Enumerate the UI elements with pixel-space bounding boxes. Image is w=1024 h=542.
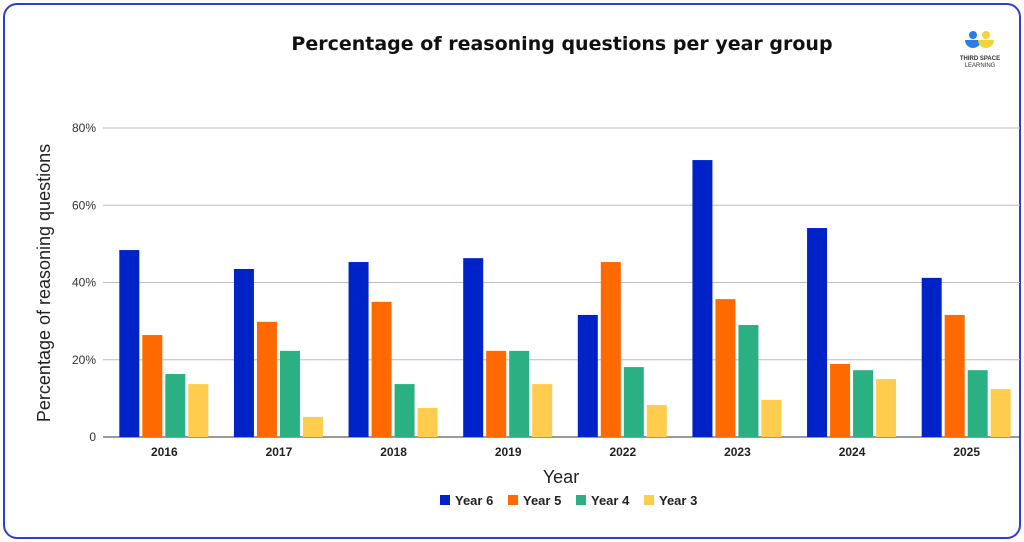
- bar-year-6-2017: [233, 268, 254, 437]
- bar-year-6-2025: [921, 277, 942, 437]
- legend-label: Year 3: [659, 493, 697, 508]
- legend-swatch: [440, 495, 450, 505]
- legend-swatch: [508, 495, 518, 505]
- logo-shape-yellow: [978, 40, 994, 48]
- bar-year-6-2019: [463, 258, 484, 437]
- logo: THIRD SPACE LEARNING: [960, 31, 1000, 69]
- bar-year-5-2016: [142, 335, 163, 437]
- logo-text-2: LEARNING: [965, 63, 996, 69]
- y-tick-label: 60%: [72, 198, 96, 212]
- x-axis-label: Year: [543, 467, 579, 487]
- chart-frame: [3, 3, 1021, 539]
- bar-year-5-2017: [256, 321, 277, 437]
- chart-title: Percentage of reasoning questions per ye…: [291, 33, 832, 55]
- bar-year-3-2022: [646, 404, 667, 437]
- bar-year-3-2016: [188, 384, 209, 437]
- bar-year-4-2016: [165, 374, 186, 437]
- y-axis-label: Percentage of reasoning questions: [34, 144, 54, 422]
- bar-year-5-2023: [715, 299, 736, 437]
- x-tick-label: 2023: [724, 445, 751, 459]
- y-tick-label: 40%: [72, 276, 96, 290]
- legend-swatch: [644, 495, 654, 505]
- bar-year-4-2022: [623, 367, 644, 437]
- y-tick-label: 20%: [72, 353, 96, 367]
- legend-label: Year 6: [455, 493, 493, 508]
- bar-year-5-2018: [371, 301, 392, 437]
- bar-year-6-2018: [348, 262, 369, 437]
- legend-label: Year 5: [523, 493, 561, 508]
- bar-year-6-2024: [807, 228, 828, 437]
- bar-year-6-2022: [577, 314, 598, 437]
- y-tick-label: 80%: [72, 121, 96, 135]
- logo-text-1: THIRD SPACE: [960, 56, 1000, 62]
- bar-year-5-2022: [600, 262, 621, 437]
- bar-year-3-2019: [532, 384, 553, 437]
- bar-year-6-2016: [119, 250, 140, 437]
- legend-label: Year 4: [591, 493, 630, 508]
- x-tick-label: 2024: [839, 445, 866, 459]
- logo-dot-yellow: [982, 31, 990, 39]
- logo-shape-blue: [965, 40, 981, 48]
- x-tick-label: 2019: [495, 445, 522, 459]
- x-tick-label: 2025: [953, 445, 980, 459]
- bar-year-3-2018: [417, 408, 438, 437]
- bar-year-5-2019: [486, 350, 507, 437]
- bar-year-4-2017: [279, 350, 300, 437]
- bar-year-5-2024: [830, 363, 851, 437]
- bar-year-4-2019: [509, 350, 530, 437]
- bar-year-4-2018: [394, 384, 415, 437]
- bar-year-3-2025: [990, 389, 1011, 437]
- x-tick-label: 2022: [609, 445, 636, 459]
- bar-year-3-2023: [761, 399, 782, 437]
- bar-year-3-2024: [876, 379, 897, 437]
- legend-swatch: [576, 495, 586, 505]
- bar-year-6-2023: [692, 160, 713, 437]
- x-tick-label: 2017: [266, 445, 293, 459]
- bar-year-4-2025: [967, 370, 988, 437]
- y-tick-label: 0: [89, 430, 96, 444]
- bar-year-3-2017: [302, 416, 323, 437]
- x-tick-label: 2016: [151, 445, 178, 459]
- bar-year-5-2025: [944, 314, 965, 437]
- logo-dot-blue: [969, 31, 977, 39]
- x-tick-label: 2018: [380, 445, 407, 459]
- bar-year-4-2024: [853, 370, 874, 437]
- bar-year-4-2023: [738, 324, 759, 437]
